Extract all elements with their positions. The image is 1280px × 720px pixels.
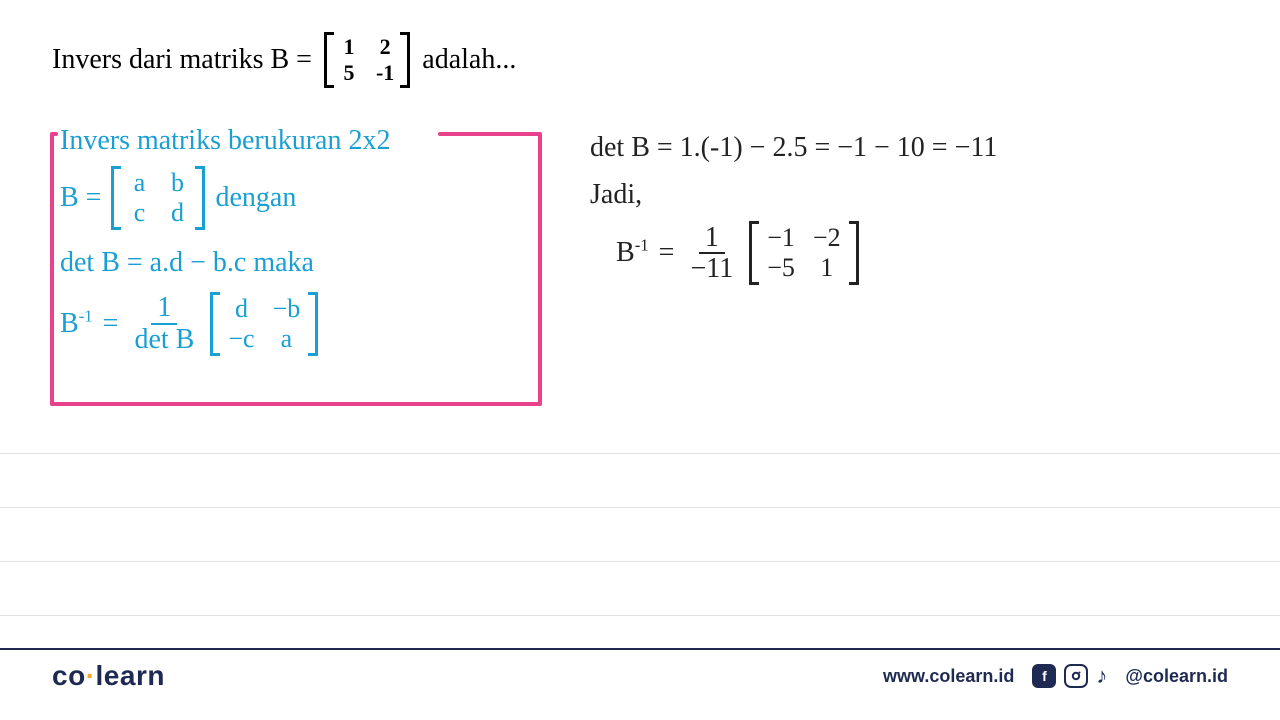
jadi-label: Jadi, [590,175,997,216]
problem-suffix: adalah... [422,44,516,76]
formula-title: Invers matriks berukuran 2x2 [60,122,540,160]
inverse-result: B-1 = 1 −11 −1 −2 −5 1 [616,221,997,285]
problem-prefix: Invers dari matriks B = [52,44,312,76]
footer-handle: @colearn.id [1125,666,1228,687]
generic-matrix: a b c d [111,166,205,230]
formula-line-2: det B = a.d − b.c maka [60,244,540,282]
instagram-icon [1064,664,1088,688]
one-over-detB: 1 det B [128,293,200,354]
problem-statement: Invers dari matriks B = 1 2 5 -1 adalah.… [52,32,516,88]
brand-logo: co·learn [52,660,165,692]
formula-line-3: B-1 = 1 det B d −b −c a [60,292,540,356]
footer: co·learn www.colearn.id f ♪ @colearn.id [0,656,1280,696]
footer-url: www.colearn.id [883,666,1014,687]
worked-solution: det B = 1.(-1) − 2.5 = −1 − 10 = −11 Jad… [590,128,997,285]
determinant-line: det B = 1.(-1) − 2.5 = −1 − 10 = −11 [590,128,997,169]
adjugate-matrix: d −b −c a [210,292,318,356]
problem-matrix: 1 2 5 -1 [324,32,410,88]
formula-line-1: B = a b c d dengan [60,166,540,230]
formula-box: Invers matriks berukuran 2x2 B = a b c d… [42,116,550,414]
result-matrix: −1 −2 −5 1 [749,221,858,285]
footer-divider [0,648,1280,650]
facebook-icon: f [1032,664,1056,688]
social-icons: f ♪ [1032,663,1107,689]
one-over-neg11: 1 −11 [684,223,739,284]
tiktok-icon: ♪ [1096,663,1107,689]
footer-right: www.colearn.id f ♪ @colearn.id [883,663,1228,689]
